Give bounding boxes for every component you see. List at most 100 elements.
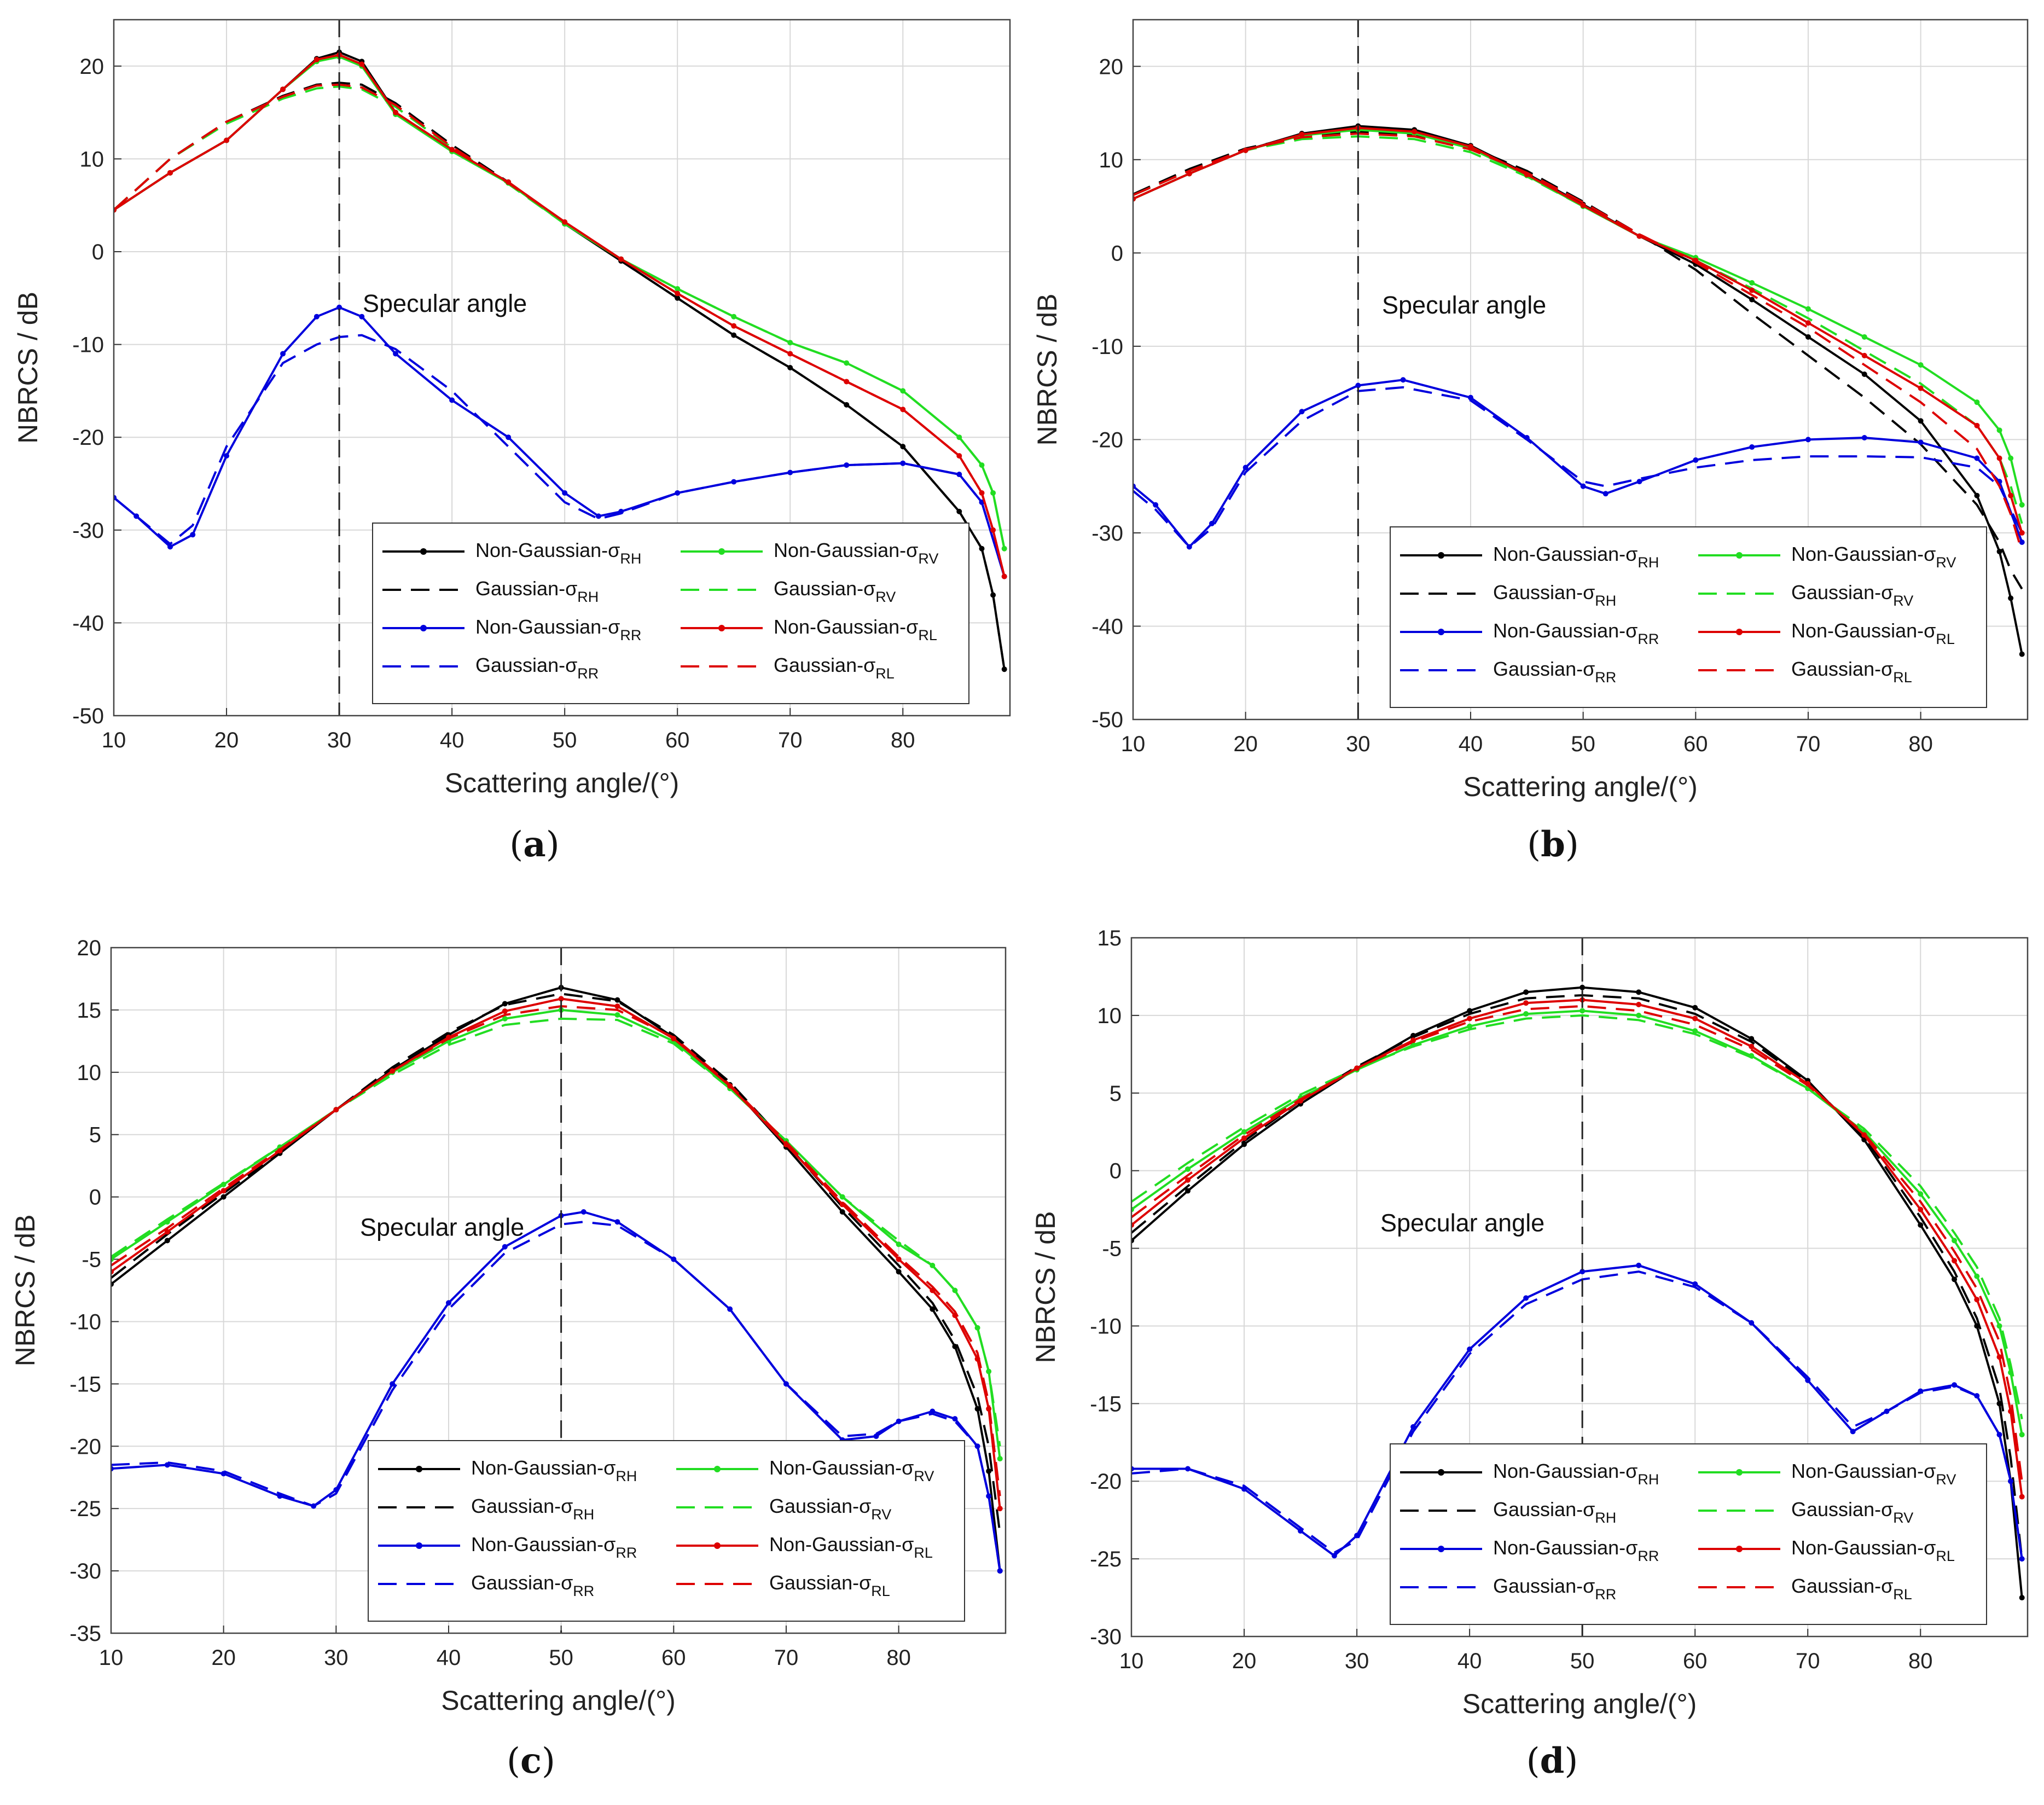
specular-angle-annotation: Specular angle <box>363 289 527 317</box>
y-tick-label: -5 <box>82 1248 101 1272</box>
x-axis-label: Scattering angle/(°) <box>1462 1688 1697 1719</box>
legend-label-subscript: RR <box>615 1545 637 1561</box>
y-tick-label: -20 <box>72 426 104 450</box>
x-tick-label: 60 <box>1683 732 1708 756</box>
y-axis-label: NBRCS / dB <box>1032 294 1062 446</box>
legend-label-subscript: RH <box>1595 1510 1616 1526</box>
legend-label-subscript: RH <box>620 550 641 567</box>
legend-label-subscript: RR <box>1637 631 1659 647</box>
legend-marker <box>718 548 725 555</box>
data-point <box>1523 989 1529 995</box>
data-point <box>449 397 455 403</box>
data-point <box>1918 385 1924 391</box>
data-point <box>1749 287 1755 293</box>
data-point <box>1580 984 1586 990</box>
data-point <box>2008 455 2014 461</box>
data-point <box>1861 352 1867 358</box>
data-point <box>844 462 850 468</box>
x-tick-label: 70 <box>1796 1649 1820 1673</box>
data-point <box>896 1256 902 1262</box>
x-tick-label: 50 <box>1570 1649 1595 1673</box>
y-tick-label: -35 <box>69 1622 101 1646</box>
data-point <box>990 490 996 496</box>
data-point <box>956 453 962 459</box>
data-point <box>1692 1015 1698 1022</box>
data-point <box>1918 439 1924 445</box>
data-point <box>2019 1595 2025 1601</box>
x-tick-label: 80 <box>1908 732 1933 756</box>
x-tick-label: 30 <box>1346 732 1371 756</box>
legend-label-subscript: RR <box>573 1583 594 1599</box>
legend-label-subscript: RV <box>1936 1471 1956 1488</box>
series-group <box>114 49 1007 672</box>
data-point <box>1918 362 1924 368</box>
data-point <box>1805 306 1811 312</box>
data-point <box>506 434 512 440</box>
data-point <box>502 1015 508 1022</box>
data-point <box>1918 1206 1924 1212</box>
x-tick-label: 50 <box>1571 732 1595 756</box>
legend-box <box>1390 1443 1987 1625</box>
legend-marker <box>714 1466 721 1472</box>
y-tick-label: 10 <box>1099 148 1124 172</box>
data-point <box>1186 544 1192 550</box>
y-tick-label: 20 <box>77 936 102 960</box>
data-point <box>974 1406 980 1412</box>
legend-marker <box>1736 552 1743 559</box>
data-point <box>1523 1011 1529 1017</box>
data-point <box>1974 492 1980 498</box>
data-point <box>1974 1273 1980 1279</box>
y-tick-label: 20 <box>80 55 104 79</box>
data-point <box>1467 1347 1473 1353</box>
data-point <box>997 1506 1003 1512</box>
data-point <box>1974 1297 1980 1303</box>
data-point <box>1918 1222 1924 1228</box>
y-tick-label: 10 <box>80 147 104 171</box>
legend-label-subscript: RV <box>914 1468 934 1484</box>
data-point <box>393 351 399 357</box>
x-tick-label: 30 <box>324 1646 349 1670</box>
x-axis-label: Scattering angle/(°) <box>445 768 680 798</box>
legend-label-subscript: RH <box>573 1506 594 1523</box>
data-point <box>614 1219 620 1225</box>
legend-marker <box>1736 629 1743 635</box>
data-point <box>220 1194 227 1200</box>
data-point <box>1602 491 1609 497</box>
data-point <box>1692 1005 1698 1011</box>
y-tick-label: 0 <box>89 1186 101 1210</box>
y-tick-label: -40 <box>72 611 104 635</box>
y-tick-label: 15 <box>1098 926 1122 950</box>
data-point <box>1636 1262 1642 1268</box>
data-point <box>930 1408 936 1414</box>
data-point <box>997 1456 1003 1462</box>
y-tick-label: -5 <box>1102 1237 1122 1261</box>
panel-label: (b) <box>1527 824 1579 865</box>
y-tick-label: -30 <box>69 1559 101 1583</box>
legend-label-subscript: RR <box>1595 1586 1616 1603</box>
y-tick-label: -10 <box>1090 1314 1122 1338</box>
x-tick-label: 10 <box>99 1646 124 1670</box>
data-point <box>956 472 962 478</box>
data-point <box>1805 334 1811 340</box>
legend-label-subscript: RV <box>871 1506 891 1523</box>
legend-label-subscript: RL <box>914 1545 933 1561</box>
data-point <box>2019 530 2025 536</box>
y-tick-label: -30 <box>72 519 104 543</box>
data-point <box>1749 444 1755 450</box>
data-point <box>1996 455 2002 461</box>
y-tick-label: -10 <box>69 1310 101 1334</box>
legend-label-subscript: RL <box>1893 669 1912 686</box>
data-point <box>839 1209 845 1215</box>
legend-marker <box>1438 552 1444 559</box>
data-point <box>1467 1015 1473 1022</box>
data-point <box>2008 492 2014 498</box>
data-point <box>731 332 737 338</box>
series-line-gaussian-sigma-rr <box>111 1221 1001 1571</box>
series-group <box>1131 984 2025 1601</box>
x-tick-label: 10 <box>1121 732 1146 756</box>
panel-letter: d <box>1540 1740 1565 1781</box>
legend-box <box>1390 526 1987 708</box>
x-tick-label: 20 <box>211 1646 236 1670</box>
legend-label-subscript: RL <box>1936 1548 1955 1564</box>
